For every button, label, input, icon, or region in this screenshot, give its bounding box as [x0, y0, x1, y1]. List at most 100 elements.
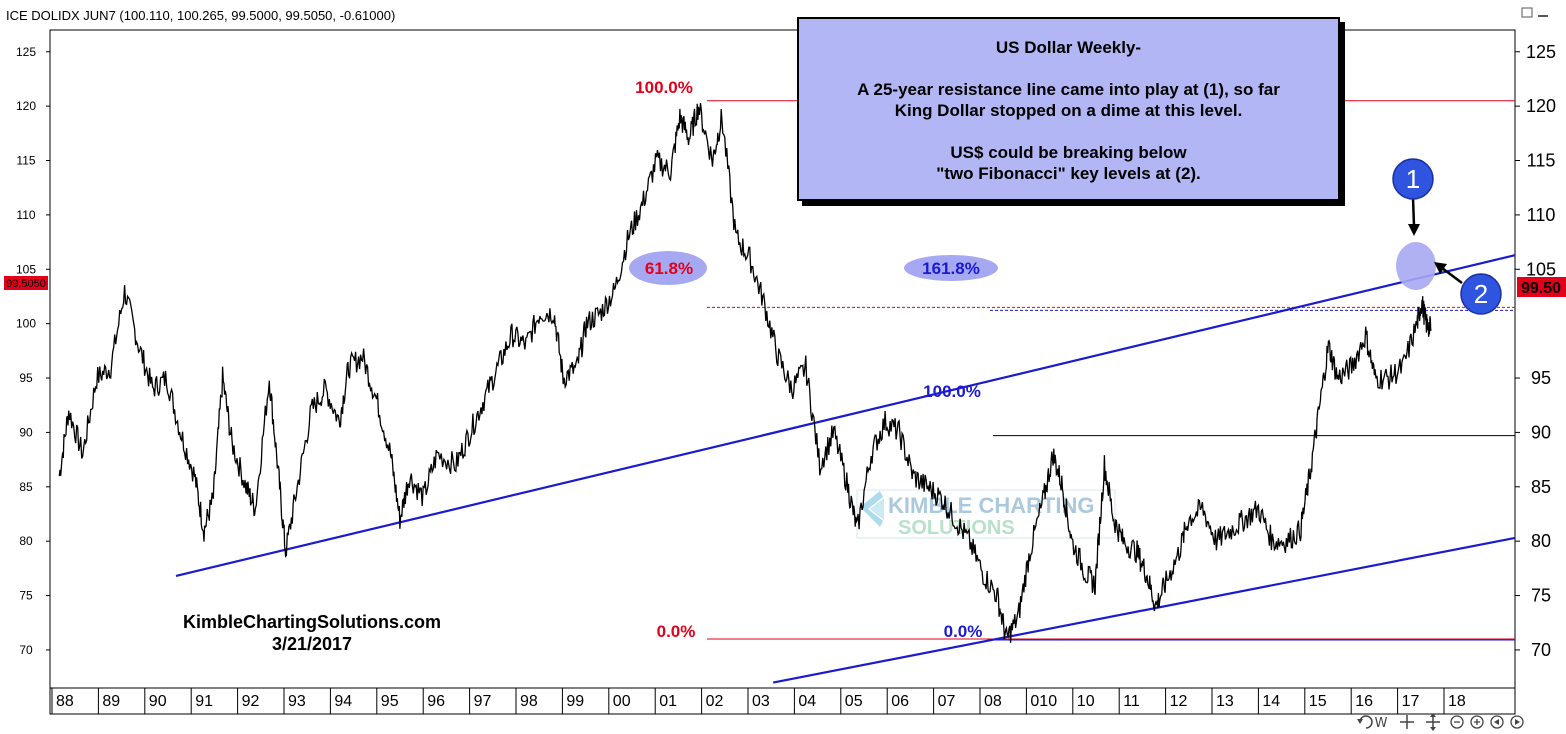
- x-tick-label: 03: [752, 693, 770, 710]
- x-tick-label: 94: [334, 693, 352, 710]
- right-tick-label: 110: [1527, 205, 1556, 225]
- x-tick-label: 10: [1077, 693, 1095, 710]
- left-tick-label: 110: [16, 208, 35, 222]
- x-tick-label: 17: [1402, 693, 1420, 710]
- w-icon[interactable]: W: [1375, 716, 1388, 731]
- peak-highlight: [1396, 242, 1436, 290]
- zoom-out-icon[interactable]: [1450, 715, 1464, 729]
- left-tick-label: 105: [16, 262, 36, 276]
- right-price-badge-label: 99.50: [1521, 280, 1561, 297]
- trendline-1: [175, 254, 1516, 578]
- site-date: 3/21/2017: [272, 634, 352, 654]
- marker-2-label: 2: [1474, 279, 1488, 309]
- left-price-badge: [4, 276, 48, 290]
- fibonacci-labels: 100.0% 61.8% 0.0% 161.8% 100.0% 0.0%: [635, 78, 982, 641]
- bottom-toolbar[interactable]: W: [1357, 713, 1524, 731]
- x-tick-label: 90: [149, 693, 167, 710]
- watermark-line1: KIMBLE CHARTING: [888, 493, 1095, 518]
- fib-blue-label: 100.0%: [923, 382, 981, 401]
- price-series-line: [58, 103, 1432, 643]
- x-tick-label: 96: [427, 693, 445, 710]
- marker-2: 2: [1460, 273, 1502, 315]
- x-tick-label: 88: [56, 693, 74, 710]
- left-tick-label: 125: [16, 45, 36, 59]
- marker-1-label: 1: [1406, 164, 1420, 194]
- note-line2: King Dollar stopped on a dime at this le…: [894, 101, 1243, 120]
- x-tick-label: 01: [659, 693, 677, 710]
- x-tick-label: 13: [1216, 693, 1234, 710]
- x-tick-label: 97: [474, 693, 492, 710]
- arrow-1-icon: [1408, 197, 1420, 236]
- note-line4: "two Fibonacci" key levels at (2).: [936, 164, 1201, 183]
- left-tick-label: 95: [19, 371, 33, 385]
- x-tick-label: 92: [242, 693, 260, 710]
- x-tick-label: 93: [288, 693, 306, 710]
- plot-frame: [49, 29, 1516, 715]
- refresh-icon[interactable]: [1357, 715, 1373, 729]
- x-tick-label: 18: [1448, 693, 1466, 710]
- x-axis: 88 89 90 91 92 93 94 95 96 97 98 99 00 01 02 03 04 05 06 07…: [50, 687, 1515, 714]
- x-tick-label: 08: [984, 693, 1002, 710]
- crosshair-icon[interactable]: [1400, 715, 1414, 729]
- x-tick-label: 15: [1309, 693, 1327, 710]
- x-tick-label: 12: [1170, 693, 1188, 710]
- chevron-logo-icon: [860, 491, 884, 527]
- x-tick-label: 95: [381, 693, 399, 710]
- left-tick-label: 100: [16, 317, 36, 331]
- window-controls[interactable]: [1521, 7, 1548, 18]
- x-tick-label: 89: [102, 693, 120, 710]
- left-price-badge-label: 99.5050: [6, 278, 46, 290]
- x-tick-label: 16: [1355, 693, 1373, 710]
- x-tick-label: 00: [613, 693, 631, 710]
- left-tick-label: 115: [16, 154, 35, 168]
- x-tick-label: 04: [798, 693, 816, 710]
- right-tick-label: 90: [1531, 422, 1551, 442]
- site-name: KimbleChartingSolutions.com: [183, 612, 441, 632]
- chart-header-title: ICE DOLIDX JUN7 (100.110, 100.265, 99.50…: [6, 8, 395, 23]
- x-tick-label: 91: [195, 693, 213, 710]
- scroll-right-icon[interactable]: [1510, 715, 1524, 729]
- fib-red-label: 0.0%: [657, 622, 696, 641]
- x-tick-label: 98: [520, 693, 538, 710]
- marker-1: 1: [1392, 158, 1434, 200]
- note-line1: A 25-year resistance line came into play…: [857, 80, 1280, 99]
- watermark-logo: KIMBLE CHARTING SOLUTIONS: [856, 489, 1116, 539]
- x-tick-label: 99: [566, 693, 584, 710]
- right-tick-label: 125: [1526, 42, 1556, 62]
- x-tick-label: 14: [1262, 693, 1280, 710]
- annotation-note: US Dollar Weekly- A 25-year resistance l…: [797, 17, 1340, 201]
- left-tick-label: 85: [19, 480, 33, 494]
- crosshair-arrows-icon[interactable]: [1426, 713, 1440, 731]
- note-title: US Dollar Weekly-: [995, 38, 1142, 57]
- x-tick-label: 06: [891, 693, 909, 710]
- fib-61-highlight: [629, 251, 707, 285]
- right-y-axis: 70 75 80 85 90 95 105 110 115 120 125: [1515, 42, 1556, 660]
- fib-red-label: 61.8%: [645, 259, 693, 278]
- left-tick-label: 120: [16, 99, 36, 113]
- x-tick-label: 010: [1030, 693, 1057, 710]
- scroll-left-icon[interactable]: [1490, 715, 1504, 729]
- left-tick-label: 75: [19, 589, 33, 603]
- right-tick-label: 75: [1531, 586, 1551, 606]
- left-tick-label: 90: [19, 425, 33, 439]
- note-line3: US$ could be breaking below: [950, 143, 1187, 162]
- fib-161-highlight: [904, 255, 998, 281]
- right-tick-label: 70: [1531, 640, 1551, 660]
- left-tick-label: 70: [19, 643, 33, 657]
- x-tick-label: 05: [845, 693, 863, 710]
- left-y-axis: 70 75 80 85 90 95 100 105 110 115 120 125: [16, 45, 50, 657]
- arrow-2-icon: [1434, 262, 1463, 284]
- fib-blue-label: 161.8%: [922, 259, 980, 278]
- fib-blue-label: 0.0%: [944, 622, 983, 641]
- left-tick-label: 80: [19, 534, 33, 548]
- right-tick-label: 85: [1531, 477, 1551, 497]
- trendline-2: [772, 536, 1516, 684]
- fib-red-label: 100.0%: [635, 78, 693, 97]
- right-tick-label: 115: [1527, 151, 1556, 171]
- restore-icon[interactable]: [1521, 7, 1533, 18]
- x-tick-label: 02: [706, 693, 724, 710]
- right-price-badge: [1517, 277, 1566, 297]
- right-tick-label: 120: [1526, 96, 1556, 116]
- zoom-in-icon[interactable]: [1470, 715, 1484, 729]
